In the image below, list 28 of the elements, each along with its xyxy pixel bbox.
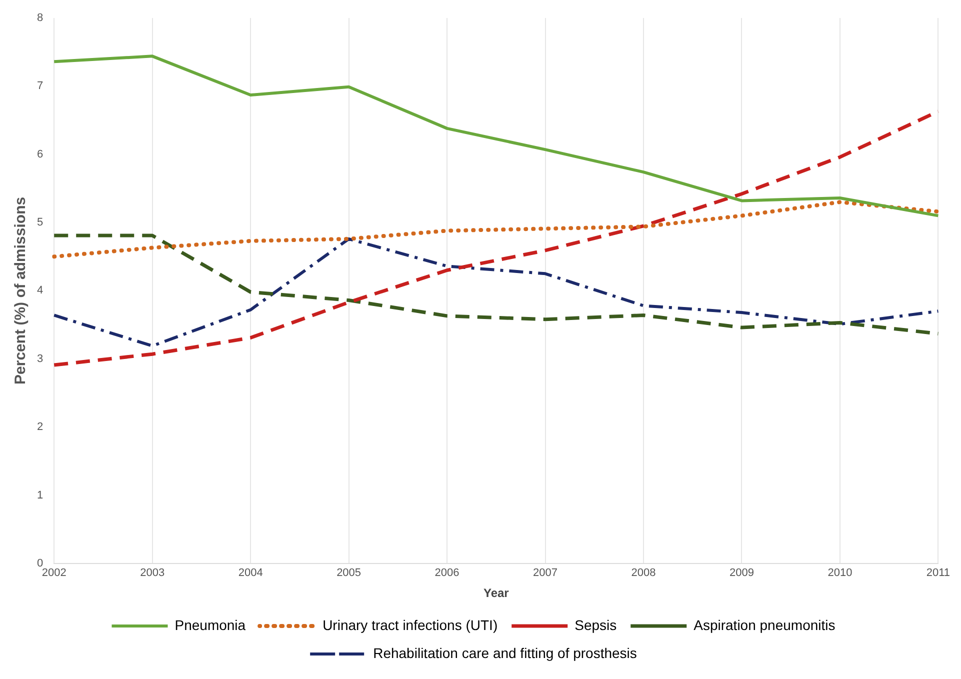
x-tick-label: 2010	[828, 567, 852, 580]
y-tick-label: 3	[36, 352, 44, 365]
x-tick-label: 2008	[631, 567, 656, 580]
legend-label: Aspiration pneumonitis	[694, 616, 836, 633]
line-series	[52, 110, 940, 367]
y-tick-label: 0	[36, 557, 44, 570]
x-tick-label: 2002	[42, 567, 66, 580]
x-tick-label: 2005	[336, 567, 362, 580]
y-tick-label: 2	[36, 421, 44, 434]
y-tick-label: 8	[36, 12, 44, 24]
legend-label: Urinary tract infections (UTI)	[322, 616, 498, 633]
y-tick-label: 1	[36, 489, 44, 502]
x-tick-label: 2003	[140, 567, 165, 580]
y-tick-label: 5	[36, 216, 44, 229]
x-tick-label: 2007	[533, 567, 558, 580]
x-tick-label: 2006	[434, 567, 460, 580]
legend-label: Pneumonia	[174, 616, 246, 633]
y-axis-title: Percent (%) of admissions	[12, 196, 30, 384]
legend-label: Sepsis	[574, 616, 617, 633]
legend-label: Rehabilitation care and fitting of prosthesis	[373, 644, 637, 661]
y-tick-label: 6	[36, 148, 44, 160]
x-tick-label: 2011	[926, 567, 950, 580]
y-tick-label: 7	[36, 80, 44, 92]
x-tick-label: 2004	[238, 567, 263, 580]
y-tick-label: 4	[36, 284, 44, 297]
line-series	[52, 200, 940, 259]
x-axis-title: Year	[483, 586, 510, 600]
x-tick-label: 2009	[729, 567, 754, 580]
